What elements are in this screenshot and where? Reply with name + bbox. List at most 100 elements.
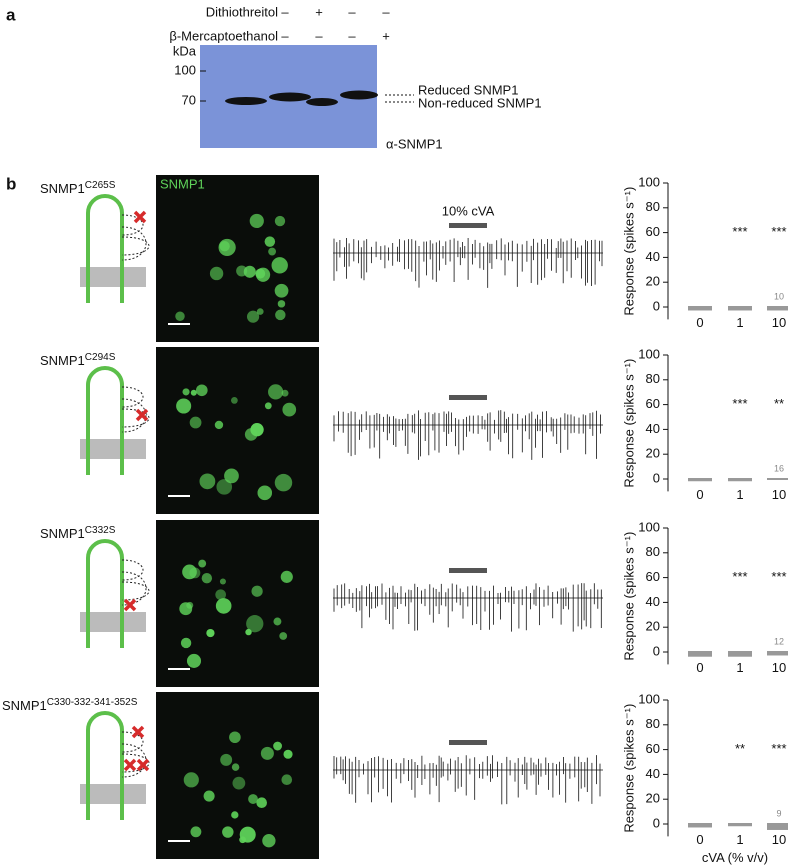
disulfide-loop	[121, 386, 144, 408]
bar	[688, 478, 712, 482]
lane-sign: +	[382, 28, 390, 43]
bar	[728, 306, 752, 311]
x-tick-label: 1	[736, 832, 743, 847]
cell	[271, 257, 288, 274]
protein	[86, 711, 124, 820]
cell	[275, 309, 286, 321]
micrograph	[156, 520, 319, 687]
cell	[219, 241, 230, 252]
cell	[246, 615, 264, 633]
trace	[333, 755, 603, 805]
cell	[274, 283, 289, 298]
band	[306, 98, 338, 106]
y-tick-label: 20	[646, 274, 660, 289]
y-tick-label: 0	[653, 643, 660, 658]
cell	[246, 310, 260, 323]
construct-name: SNMP1	[2, 698, 47, 713]
mutation-cross	[131, 725, 145, 739]
marker-label: 70	[182, 92, 196, 107]
y-tick-label: 60	[646, 396, 660, 411]
significance: ***	[771, 741, 786, 756]
cell	[179, 602, 193, 616]
mutation: C294S	[85, 352, 116, 363]
lane-sign: +	[315, 4, 323, 19]
y-tick-label: 0	[653, 815, 660, 830]
band	[225, 97, 267, 105]
membrane	[80, 439, 146, 459]
cell	[273, 741, 282, 751]
cell	[220, 753, 233, 766]
x-axis-label: cVA (% v/v)	[702, 850, 768, 865]
bar	[728, 478, 752, 482]
cell	[282, 402, 297, 417]
protein	[86, 194, 124, 303]
y-tick-label: 40	[646, 421, 660, 436]
disulfide-loop	[121, 753, 150, 773]
band	[340, 90, 378, 100]
x-tick-label: 1	[736, 660, 743, 675]
cell	[255, 267, 271, 282]
y-tick-label: 40	[646, 249, 660, 264]
membrane	[80, 784, 146, 804]
bar	[728, 651, 752, 657]
significance: **	[735, 741, 745, 756]
lane-sign: –	[281, 4, 289, 19]
x-tick-label: 0	[696, 487, 703, 502]
cell	[222, 826, 234, 838]
trace	[333, 410, 603, 460]
y-tick-label: 80	[646, 199, 660, 214]
cell	[190, 826, 202, 838]
y-tick-label: 20	[646, 619, 660, 634]
cell	[230, 397, 238, 404]
significance: **	[774, 396, 784, 411]
membrane	[80, 612, 146, 632]
bar	[767, 651, 788, 656]
significance: ***	[732, 396, 747, 411]
cell	[224, 468, 239, 484]
stimulus-bar	[449, 395, 487, 400]
bar	[767, 478, 788, 480]
sample-size: 12	[774, 636, 784, 646]
disulfide-loop	[121, 214, 144, 236]
x-tick-label: 1	[736, 487, 743, 502]
cell	[231, 763, 240, 771]
mutation-cross	[133, 210, 147, 224]
lane-sign: –	[281, 28, 289, 43]
cell	[257, 485, 273, 501]
stimulus-bar	[449, 740, 487, 745]
mutation-cross	[123, 598, 137, 612]
disulfide-loop	[121, 571, 147, 606]
protein	[86, 366, 124, 475]
y-tick-label: 20	[646, 446, 660, 461]
y-tick-label: 80	[646, 544, 660, 559]
y-tick-label: 100	[638, 174, 660, 189]
y-tick-label: 0	[653, 298, 660, 313]
cell	[216, 479, 233, 495]
protein	[86, 539, 124, 648]
lane-sign: –	[315, 28, 323, 43]
bar	[767, 306, 788, 311]
disulfide-loop	[121, 559, 144, 581]
y-tick-label: 40	[646, 594, 660, 609]
significance: ***	[771, 224, 786, 239]
bar	[688, 651, 712, 657]
disulfide-loop	[121, 731, 144, 753]
bar	[767, 823, 788, 830]
bar	[728, 823, 752, 827]
cell	[239, 836, 247, 844]
sample-size: 9	[776, 808, 781, 818]
y-axis-label: Response (spikes s⁻¹)	[621, 187, 636, 316]
cell	[183, 772, 199, 788]
micrograph	[156, 347, 319, 514]
cell	[229, 731, 241, 744]
antibody-label: α-SNMP1	[386, 136, 443, 151]
y-tick-label: 60	[646, 569, 660, 584]
stimulus-bar	[449, 568, 487, 573]
disulfide-loop	[121, 398, 147, 433]
disulfide-loop	[121, 236, 150, 256]
trace	[333, 583, 603, 632]
construct-name: SNMP1	[40, 181, 85, 196]
cell	[256, 308, 264, 315]
construct-label: SNMP1C265S	[40, 180, 116, 197]
cell	[256, 797, 267, 808]
